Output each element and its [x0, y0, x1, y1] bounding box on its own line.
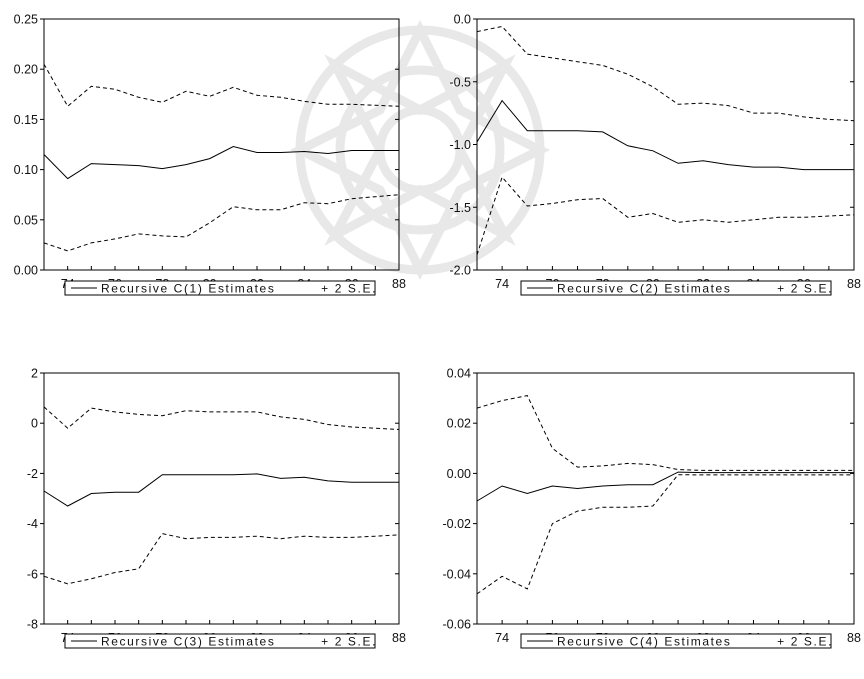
- y-tick-label-4-0: -0.06: [443, 618, 472, 632]
- chart-panel-1: 0.000.050.100.150.200.257476788082848688…: [14, 13, 406, 296]
- y-tick-label-2-2: -1.0: [449, 138, 471, 152]
- series-line-3-0: [43, 473, 399, 507]
- series-line-2-0: [476, 99, 854, 171]
- x-tick-label-3-7: 88: [392, 631, 406, 645]
- legend-label-estimates-4: Recursive C(4) Estimates: [557, 635, 731, 649]
- y-tick-label-4-2: -0.02: [443, 517, 472, 531]
- y-tick-label-3-0: -8: [27, 618, 38, 632]
- chart-panel-4: -0.06-0.04-0.020.000.020.047476788082848…: [443, 367, 861, 649]
- legend-box-3: [64, 633, 376, 649]
- series-line-4-0: [476, 471, 854, 502]
- legend-1: Recursive C(1) Estimates + 2 S.E.: [64, 280, 377, 296]
- y-tick-label-3-3: -2: [27, 467, 38, 481]
- x-tick-label-4-7: 88: [847, 631, 861, 645]
- legend-label-se-3: + 2 S.E.: [321, 635, 377, 649]
- y-tick-label-4-3: 0.00: [447, 467, 471, 481]
- legend-label-se-1: + 2 S.E.: [321, 282, 377, 296]
- series-line-2-2: [476, 176, 855, 256]
- legend-label-estimates-3: Recursive C(3) Estimates: [101, 635, 275, 649]
- plot-frame-3: [43, 372, 400, 625]
- legend-2: Recursive C(2) Estimates + 2 S.E.: [520, 280, 833, 296]
- legend-3: Recursive C(3) Estimates + 2 S.E.: [64, 633, 377, 649]
- y-tick-label-2-3: -0.5: [449, 75, 471, 89]
- series-line-3-1: [43, 406, 400, 430]
- y-tick-label-2-0: -2.0: [449, 264, 471, 278]
- y-tick-label-4-1: -0.04: [443, 567, 472, 581]
- legend-label-se-2: + 2 S.E.: [777, 282, 833, 296]
- plot-frame-1: [43, 18, 400, 271]
- y-tick-label-2-1: -1.5: [449, 201, 471, 215]
- series-line-3-2: [43, 533, 400, 585]
- legend-box-1: [64, 280, 376, 296]
- y-tick-label-3-2: -4: [27, 517, 38, 531]
- x-tick-label-1-7: 88: [392, 277, 406, 291]
- y-tick-label-4-4: 0.02: [447, 417, 471, 431]
- x-tick-label-2-7: 88: [847, 277, 861, 291]
- legend-label-estimates-1: Recursive C(1) Estimates: [101, 282, 275, 296]
- series-line-1-1: [43, 63, 400, 108]
- y-tick-label-4-5: 0.04: [447, 367, 471, 381]
- y-tick-label-3-1: -6: [27, 567, 38, 581]
- y-tick-label-1-4: 0.20: [14, 63, 38, 77]
- legend-label-estimates-2: Recursive C(2) Estimates: [557, 282, 731, 296]
- plot-frame-4: [476, 372, 855, 625]
- legend-box-2: [520, 280, 832, 296]
- chart-panel-3: -8-6-4-2027476788082848688Recursive C(3)…: [27, 367, 406, 649]
- y-tick-label-1-2: 0.10: [14, 163, 38, 177]
- y-tick-label-1-5: 0.25: [14, 13, 38, 27]
- y-tick-label-1-0: 0.00: [14, 264, 38, 278]
- x-tick-label-2-0: 74: [495, 277, 509, 291]
- series-line-4-1: [476, 395, 854, 471]
- plot-frame-2: [476, 18, 855, 271]
- chart-panel-2: -2.0-1.5-1.0-0.50.07476788082848688Recur…: [449, 13, 861, 296]
- y-tick-label-3-4: 0: [31, 417, 38, 431]
- y-tick-label-1-1: 0.05: [14, 213, 38, 227]
- legend-4: Recursive C(4) Estimates + 2 S.E.: [520, 633, 833, 649]
- x-tick-label-4-0: 74: [495, 631, 509, 645]
- series-line-1-0: [43, 145, 399, 180]
- series-line-2-1: [476, 25, 855, 122]
- y-tick-label-2-4: 0.0: [454, 13, 471, 27]
- y-tick-label-1-3: 0.15: [14, 113, 38, 127]
- series-line-4-2: [476, 474, 854, 595]
- legend-box-4: [520, 633, 832, 649]
- series-line-1-2: [43, 194, 400, 252]
- y-tick-label-3-5: 2: [31, 367, 38, 381]
- legend-label-se-4: + 2 S.E.: [777, 635, 833, 649]
